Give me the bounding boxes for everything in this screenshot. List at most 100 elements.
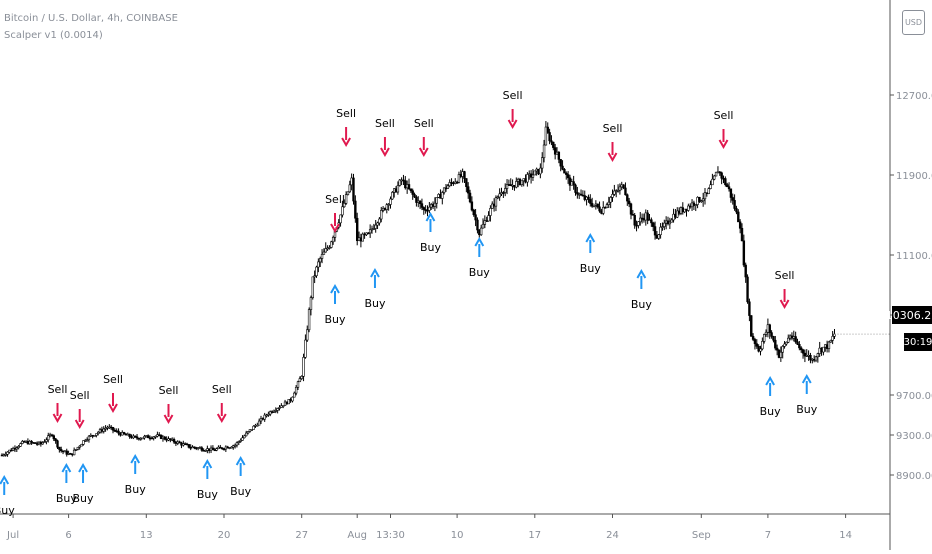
candle-body xyxy=(603,207,607,209)
buy-label: Buy xyxy=(0,504,15,517)
candle-body xyxy=(378,218,381,224)
sell-arrow-icon xyxy=(341,137,351,148)
sell-label: Sell xyxy=(503,89,523,102)
candle-body xyxy=(742,240,746,266)
candle-body xyxy=(289,399,292,402)
candle-body xyxy=(141,437,144,440)
candle-body xyxy=(596,203,599,208)
candle-body xyxy=(657,234,660,239)
candle-body xyxy=(583,195,586,200)
buy-arrow-icon xyxy=(801,373,812,384)
candle-body xyxy=(442,187,446,193)
candle-body xyxy=(180,442,183,446)
candle-body xyxy=(280,405,283,408)
candle-body xyxy=(148,437,152,440)
candle-body xyxy=(174,441,178,444)
candle-body xyxy=(794,336,797,343)
candle-body xyxy=(52,435,56,440)
candle-body xyxy=(602,207,605,214)
candle-body xyxy=(224,446,228,450)
candle-body xyxy=(770,332,773,337)
candle-body xyxy=(528,173,531,176)
candle-body xyxy=(744,264,747,278)
candle-body xyxy=(211,447,215,451)
candle-body xyxy=(781,346,784,353)
candle-body xyxy=(677,210,681,214)
candle-body xyxy=(537,168,540,175)
candle-body xyxy=(724,178,727,185)
candle-body xyxy=(703,192,707,200)
candle-body xyxy=(668,221,672,225)
candle-body xyxy=(489,208,492,216)
candle-body xyxy=(228,447,231,449)
candle-body xyxy=(93,435,96,437)
sell-label: Sell xyxy=(159,384,179,397)
buy-label: Buy xyxy=(324,313,346,326)
candle-body xyxy=(309,297,313,310)
candle-body xyxy=(278,407,281,409)
candle-body xyxy=(561,165,564,170)
candle-body xyxy=(191,446,194,449)
candle-body xyxy=(653,226,657,236)
x-tick-label: 13 xyxy=(140,530,153,541)
buy-label: Buy xyxy=(56,492,78,505)
candle-body xyxy=(664,220,668,224)
candle-body xyxy=(555,151,559,155)
candle-body xyxy=(331,237,335,243)
candle-body xyxy=(500,192,503,195)
candle-body xyxy=(640,217,644,220)
candle-body xyxy=(785,341,788,345)
y-tick-label: 9300.00 xyxy=(896,431,932,442)
candle-body xyxy=(233,444,237,447)
candle-body xyxy=(592,204,596,207)
candle-body xyxy=(387,204,390,206)
candle-body xyxy=(825,344,829,349)
candle-body xyxy=(119,432,122,436)
candle-body xyxy=(437,194,440,198)
chart-legend: Bitcoin / U.S. Dollar, 4h, COINBASE Scal… xyxy=(4,10,178,44)
candle-body xyxy=(714,171,718,177)
candle-body xyxy=(402,179,405,182)
currency-button[interactable]: USD xyxy=(902,10,925,35)
currency-label: USD xyxy=(904,18,923,27)
candle-body xyxy=(768,324,771,333)
candle-body xyxy=(507,184,511,186)
candle-body xyxy=(35,443,39,445)
candle-body xyxy=(8,449,11,453)
candle-body xyxy=(183,443,187,445)
candle-body xyxy=(663,222,666,227)
candle-body xyxy=(487,215,490,222)
sell-arrow-icon xyxy=(163,414,174,425)
candle-body xyxy=(274,410,277,412)
x-tick-label: 20 xyxy=(218,530,231,541)
candle-body xyxy=(257,420,261,426)
candle-body xyxy=(735,208,738,213)
candle-body xyxy=(326,247,329,250)
candle-body xyxy=(405,184,409,189)
candle-body xyxy=(481,224,485,229)
candle-body xyxy=(829,340,833,343)
candle-body xyxy=(733,200,736,209)
candle-body xyxy=(505,184,509,189)
candle-body xyxy=(368,229,372,234)
candle-body xyxy=(158,434,161,436)
candle-body xyxy=(529,173,533,178)
candle-body xyxy=(222,448,226,451)
candle-body xyxy=(209,447,213,451)
candle-body xyxy=(48,434,52,437)
candle-body xyxy=(359,237,363,242)
candle-body xyxy=(533,170,537,176)
candle-body xyxy=(84,440,87,442)
candle-body xyxy=(779,351,783,358)
candle-body xyxy=(315,266,318,277)
candle-body xyxy=(805,355,808,357)
candle-body xyxy=(803,352,807,357)
candle-body xyxy=(479,227,483,236)
candle-body xyxy=(707,188,710,194)
candle-body xyxy=(344,194,348,204)
candle-body xyxy=(762,334,766,342)
candle-body xyxy=(681,207,685,213)
candle-body xyxy=(13,447,17,450)
